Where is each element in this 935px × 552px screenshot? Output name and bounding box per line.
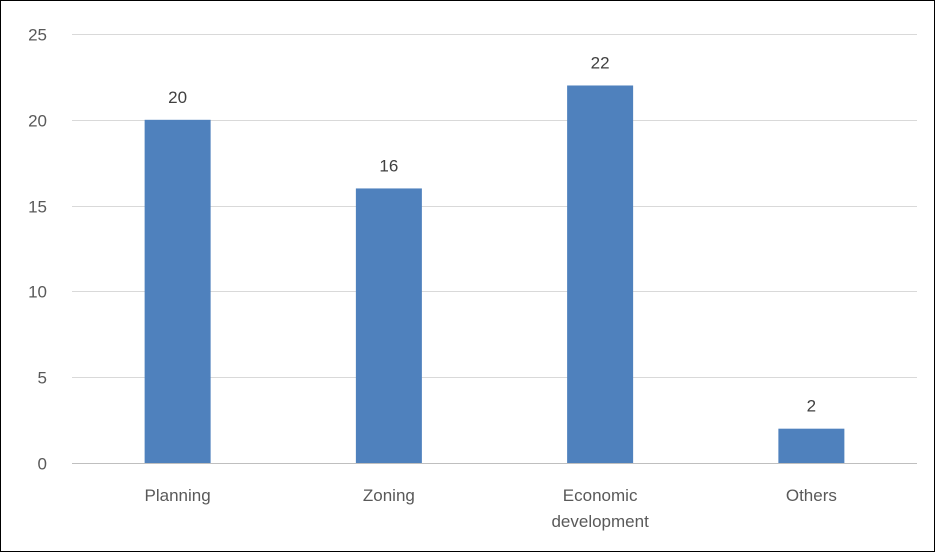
bar-others bbox=[778, 428, 845, 463]
y-tick-label: 25 bbox=[28, 26, 47, 45]
x-tick-label: Planning bbox=[145, 486, 211, 505]
y-tick-label: 10 bbox=[28, 283, 47, 302]
gridlines bbox=[72, 34, 917, 464]
y-tick-label: 20 bbox=[28, 112, 47, 131]
y-tick-label: 15 bbox=[28, 198, 47, 217]
x-tick-label: Zoning bbox=[363, 486, 415, 505]
y-tick-label: 0 bbox=[38, 455, 47, 474]
x-tick-label: Economic development bbox=[551, 486, 649, 531]
bar-planning bbox=[144, 119, 211, 464]
data-label: 20 bbox=[168, 88, 187, 107]
data-label: 22 bbox=[591, 53, 610, 72]
bar-zoning bbox=[355, 188, 422, 463]
y-tick-label: 5 bbox=[38, 369, 47, 388]
bar-economic-development bbox=[567, 85, 634, 463]
bars bbox=[144, 85, 845, 464]
data-label: 16 bbox=[379, 156, 398, 175]
x-axis-ticks: Planning Zoning Economic development Others bbox=[145, 486, 837, 531]
y-axis-ticks: 0 5 10 15 20 25 bbox=[28, 26, 47, 474]
x-tick-label: Others bbox=[786, 486, 837, 505]
data-label: 2 bbox=[807, 397, 816, 416]
